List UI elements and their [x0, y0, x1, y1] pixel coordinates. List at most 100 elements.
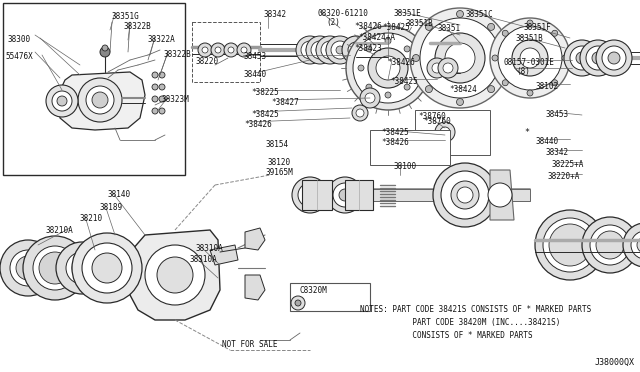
- Text: 38300: 38300: [8, 35, 31, 44]
- Polygon shape: [295, 189, 530, 201]
- Text: *38425: *38425: [382, 23, 410, 32]
- Circle shape: [23, 236, 87, 300]
- Circle shape: [488, 183, 512, 207]
- Bar: [192, 22, 260, 82]
- Text: 38102: 38102: [536, 82, 559, 91]
- Circle shape: [576, 52, 588, 64]
- Circle shape: [92, 253, 122, 283]
- Text: *38427: *38427: [271, 98, 299, 107]
- Circle shape: [592, 52, 604, 64]
- Circle shape: [385, 38, 391, 44]
- Circle shape: [306, 46, 314, 54]
- Circle shape: [224, 43, 238, 57]
- Circle shape: [301, 41, 319, 59]
- Text: 38351B: 38351B: [406, 19, 434, 28]
- Circle shape: [500, 55, 508, 61]
- Circle shape: [145, 245, 205, 305]
- Text: 38322A: 38322A: [148, 35, 176, 44]
- Text: 38440: 38440: [243, 70, 266, 79]
- Circle shape: [10, 250, 46, 286]
- Circle shape: [426, 86, 433, 93]
- Circle shape: [78, 78, 122, 122]
- Text: 38323M: 38323M: [162, 95, 189, 104]
- Circle shape: [570, 46, 594, 70]
- Circle shape: [582, 217, 638, 273]
- Circle shape: [441, 171, 489, 219]
- Circle shape: [342, 36, 370, 64]
- Polygon shape: [58, 72, 145, 130]
- Circle shape: [410, 8, 510, 108]
- Circle shape: [426, 23, 433, 31]
- Polygon shape: [490, 170, 514, 220]
- Circle shape: [331, 41, 349, 59]
- Circle shape: [56, 242, 108, 294]
- Circle shape: [72, 233, 142, 303]
- Text: *38426: *38426: [381, 138, 409, 147]
- Circle shape: [316, 36, 344, 64]
- Circle shape: [552, 80, 557, 86]
- Circle shape: [237, 43, 251, 57]
- Text: 38351C: 38351C: [465, 10, 493, 19]
- Circle shape: [456, 99, 463, 106]
- Polygon shape: [130, 230, 220, 320]
- Circle shape: [385, 92, 391, 98]
- Circle shape: [412, 65, 418, 71]
- Circle shape: [564, 40, 600, 76]
- Circle shape: [82, 243, 132, 293]
- Text: *38426: *38426: [387, 58, 415, 67]
- Polygon shape: [210, 245, 238, 265]
- Circle shape: [358, 65, 364, 71]
- Circle shape: [498, 26, 562, 90]
- Circle shape: [580, 40, 616, 76]
- Circle shape: [413, 55, 419, 61]
- Text: 38100: 38100: [393, 162, 416, 171]
- Circle shape: [326, 36, 354, 64]
- Circle shape: [433, 163, 497, 227]
- Circle shape: [0, 240, 56, 296]
- Text: *38425: *38425: [381, 128, 409, 137]
- Text: 38322B: 38322B: [163, 50, 191, 59]
- Text: 38310A: 38310A: [196, 244, 224, 253]
- Circle shape: [16, 256, 40, 280]
- Circle shape: [368, 48, 408, 88]
- Text: (8): (8): [516, 67, 530, 76]
- Circle shape: [443, 63, 453, 73]
- Circle shape: [100, 47, 110, 57]
- Text: 38342: 38342: [264, 10, 287, 19]
- Polygon shape: [245, 275, 265, 300]
- Polygon shape: [245, 228, 265, 250]
- Circle shape: [502, 80, 508, 86]
- Text: 38351: 38351: [438, 24, 461, 33]
- Circle shape: [52, 91, 72, 111]
- Circle shape: [346, 26, 430, 110]
- Circle shape: [152, 108, 158, 114]
- Circle shape: [339, 189, 351, 201]
- Circle shape: [438, 58, 458, 78]
- Text: 38453: 38453: [546, 110, 569, 119]
- Circle shape: [336, 46, 344, 54]
- Text: *38425: *38425: [251, 110, 279, 119]
- Circle shape: [602, 46, 626, 70]
- Circle shape: [586, 46, 610, 70]
- Text: 08320-61210: 08320-61210: [318, 9, 369, 18]
- Circle shape: [92, 92, 108, 108]
- Circle shape: [435, 33, 485, 83]
- Text: 38351E: 38351E: [393, 9, 420, 18]
- Circle shape: [352, 105, 368, 121]
- Circle shape: [427, 58, 447, 78]
- Circle shape: [596, 231, 624, 259]
- Circle shape: [552, 30, 557, 36]
- Circle shape: [327, 177, 363, 213]
- Circle shape: [152, 96, 158, 102]
- Circle shape: [376, 56, 400, 80]
- Circle shape: [211, 43, 225, 57]
- Circle shape: [404, 46, 410, 52]
- Text: 38342: 38342: [546, 148, 569, 157]
- Bar: [345, 180, 373, 210]
- Text: *38426: *38426: [244, 120, 272, 129]
- Circle shape: [456, 10, 463, 17]
- Circle shape: [420, 18, 500, 98]
- Circle shape: [366, 46, 372, 52]
- Text: 38220: 38220: [196, 57, 219, 66]
- Text: 38440: 38440: [536, 137, 559, 146]
